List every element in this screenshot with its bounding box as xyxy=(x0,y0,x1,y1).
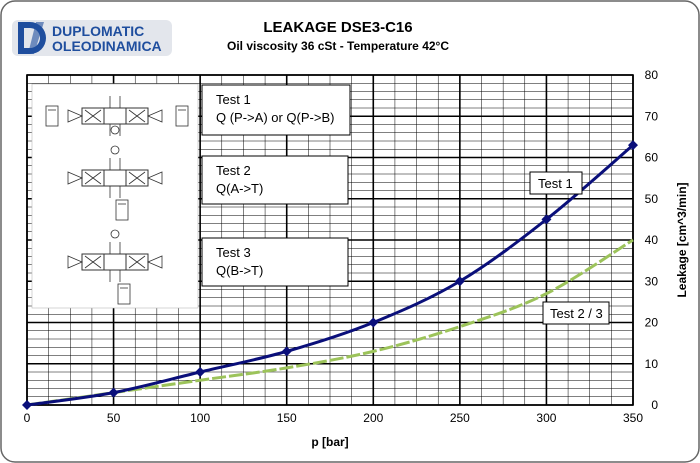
series-test-1-point xyxy=(541,214,552,225)
valve-arrows xyxy=(84,109,102,123)
test-box-2: Test 2 Q(A->T) xyxy=(201,155,349,205)
x-tick-label: 300 xyxy=(536,411,556,425)
valve-arrows xyxy=(128,171,146,185)
brand-line2: OLEODINAMICA xyxy=(52,38,162,54)
y-tick-label: 80 xyxy=(645,68,659,82)
x-tick-label: 100 xyxy=(190,411,210,425)
y-tick-label: 20 xyxy=(645,316,659,330)
valve-arrows xyxy=(84,255,102,269)
valve-solenoid xyxy=(67,171,163,185)
cylinder-symbol xyxy=(115,199,129,221)
legend-test-1: Test 1 xyxy=(529,171,583,195)
legend-test-2-3-label: Test 2 / 3 xyxy=(550,306,603,321)
x-tick-labels: 0 50 100 150 200 250 300 350 xyxy=(24,411,644,425)
chart-subtitle: Oil viscosity 36 cSt - Temperature 42°C xyxy=(227,39,449,53)
valve-symbol xyxy=(45,96,189,136)
brand-line1: DUPLOMATIC xyxy=(52,23,144,39)
legend-test-2-3: Test 2 / 3 xyxy=(542,301,610,325)
test-box-1: Test 1 Q (P->A) or Q(P->B) xyxy=(201,84,351,136)
y-tick-label: 30 xyxy=(645,274,659,288)
cylinder-symbol xyxy=(45,105,59,127)
test-1-desc: Q (P->A) or Q(P->B) xyxy=(216,110,334,125)
valve-solenoid xyxy=(67,109,163,123)
test-box-3: Test 3 Q(B->T) xyxy=(201,237,349,287)
x-tick-label: 50 xyxy=(107,411,121,425)
test-2-title: Test 2 xyxy=(216,163,251,178)
test-2-desc: Q(A->T) xyxy=(216,181,263,196)
y-axis-label: Leakage [cm^3/min] xyxy=(675,182,689,297)
chart-title: LEAKAGE DSE3-C16 xyxy=(263,19,412,36)
series-test-1-point xyxy=(368,317,379,328)
y-tick-label: 60 xyxy=(645,151,659,165)
series-test-1-point xyxy=(195,367,206,377)
valve-arrows xyxy=(84,171,102,185)
x-axis-label: p [bar] xyxy=(311,435,348,449)
valve-symbol xyxy=(67,158,163,221)
y-tick-label: 40 xyxy=(645,233,659,247)
test-3-title: Test 3 xyxy=(216,245,251,260)
pump-symbol xyxy=(110,125,120,135)
brand-logo: DUPLOMATIC OLEODINAMICA xyxy=(12,20,172,56)
series-test-1-point xyxy=(281,346,292,357)
series-test-1-point xyxy=(22,400,32,410)
valve-solenoid xyxy=(67,255,163,269)
y-tick-labels: 0 10 20 30 40 50 60 70 80 xyxy=(645,68,659,412)
test-1-title: Test 1 xyxy=(216,92,251,107)
y-tick-label: 70 xyxy=(645,109,659,123)
x-tick-label: 0 xyxy=(24,411,31,425)
series-test-1-point xyxy=(454,276,465,287)
cylinder-symbol xyxy=(117,283,131,305)
pump-symbol xyxy=(110,229,120,239)
x-tick-label: 350 xyxy=(623,411,643,425)
y-tick-label: 50 xyxy=(645,192,659,206)
y-tick-label: 10 xyxy=(645,357,659,371)
y-tick-label: 0 xyxy=(651,398,658,412)
pump-symbol xyxy=(110,145,120,155)
x-tick-label: 250 xyxy=(450,411,470,425)
valve-arrows xyxy=(128,109,146,123)
legend-test-1-label: Test 1 xyxy=(538,176,573,191)
schematic-panel xyxy=(31,83,199,309)
x-tick-label: 150 xyxy=(277,411,297,425)
series-test-1-point xyxy=(108,387,119,398)
valve-arrows xyxy=(128,255,146,269)
series-test-1-point xyxy=(628,140,638,151)
x-tick-label: 200 xyxy=(363,411,383,425)
hydraulic-schematic xyxy=(31,83,199,309)
valve-symbol xyxy=(67,242,163,305)
test-3-desc: Q(B->T) xyxy=(216,263,263,278)
cylinder-symbol xyxy=(175,105,189,127)
series-lines xyxy=(22,140,638,410)
